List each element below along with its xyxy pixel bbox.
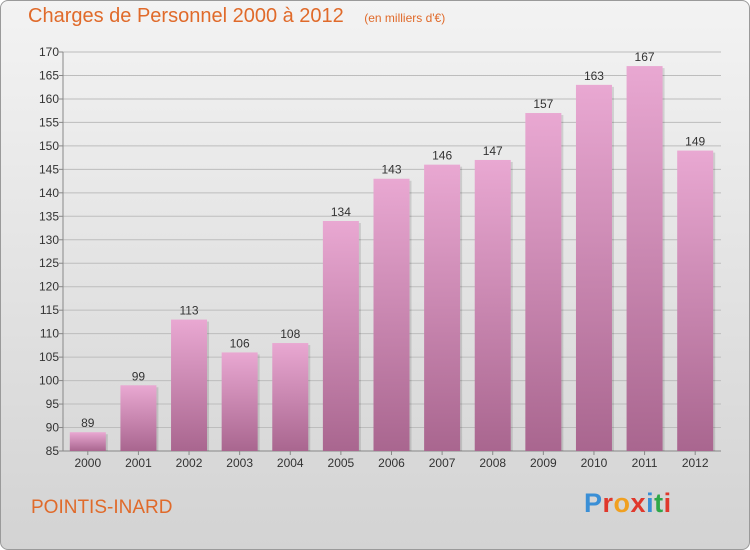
x-tick-label: 2002 [176,456,203,470]
bar-value-label: 143 [381,163,401,177]
x-tick-label: 2010 [581,456,608,470]
logo-letter: P [584,488,603,518]
chart-subtitle: (en milliers d'€) [364,11,446,25]
y-tick-label: 110 [40,327,59,341]
y-tick-label: 155 [39,115,59,129]
y-tick-label: 160 [39,92,59,106]
bar-value-label: 167 [635,50,655,64]
x-tick-label: 2004 [277,456,304,470]
logo-letter: x [630,488,647,518]
x-tick-label: 2000 [74,456,101,470]
bar-value-label: 134 [331,205,351,219]
logo-letter: i [646,488,655,518]
y-tick-label: 100 [39,374,59,388]
y-tick-label: 140 [39,186,59,200]
logo-letter: o [613,488,631,518]
x-tick-label: 2005 [328,456,355,470]
x-tick-label: 2009 [530,456,557,470]
bar-value-label: 163 [584,69,604,83]
x-tick-label: 2001 [125,456,152,470]
x-tick-label: 2008 [479,456,506,470]
bar [69,432,106,451]
y-tick-label: 165 [39,68,59,82]
y-tick-label: 120 [39,280,59,294]
bar-value-label: 113 [179,304,198,318]
bar-value-label: 157 [533,97,553,111]
y-tick-label: 150 [39,139,59,153]
bar-value-label: 106 [230,336,250,350]
bar [373,178,410,451]
proxiti-logo[interactable]: Proxiti [584,488,672,519]
logo-letter: t [654,488,664,518]
bar-value-label: 108 [280,327,300,341]
bar [424,164,461,452]
y-tick-label: 170 [39,45,59,59]
bar-value-label: 147 [483,144,503,158]
bar [221,352,258,451]
x-tick-label: 2012 [682,456,709,470]
y-tick-label: 105 [39,350,59,364]
bar-layer: 89 99 113 106 108 134 143 146 147 157 163 167 149 [69,50,716,452]
y-tick-label: 125 [39,256,59,270]
bar-value-label: 89 [81,416,95,430]
y-tick-label: 95 [46,397,60,411]
bar-value-label: 99 [132,369,146,383]
bar [474,159,511,451]
logo-letter: r [602,488,614,518]
bar [171,319,208,451]
commune-name: POINTIS-INARD [31,497,173,518]
axis-layer: 85 90 95 100 105 110 115 120 125 130 135 140 145 150 1… [39,45,721,470]
x-tick-label: 2007 [429,456,456,470]
bar [525,113,562,451]
y-tick-label: 145 [39,162,59,176]
title-row: Charges de Personnel 2000 à 2012 (en mil… [28,5,445,28]
bar [575,84,612,451]
chart-title: Charges de Personnel 2000 à 2012 [28,5,344,27]
x-tick-label: 2006 [378,456,405,470]
bar [322,220,359,451]
x-tick-label: 2011 [632,456,658,470]
y-tick-label: 130 [39,233,59,247]
bar-value-label: 146 [432,149,452,163]
y-tick-label: 90 [46,421,60,435]
bar [626,66,663,452]
y-tick-label: 115 [40,303,59,317]
bar-value-label: 149 [685,135,705,149]
bar [677,150,714,451]
logo-letter: i [663,488,672,518]
y-tick-label: 135 [39,209,59,223]
bar [120,385,157,451]
x-tick-label: 2003 [226,456,253,470]
y-tick-label: 85 [46,444,60,458]
bar [272,343,309,451]
